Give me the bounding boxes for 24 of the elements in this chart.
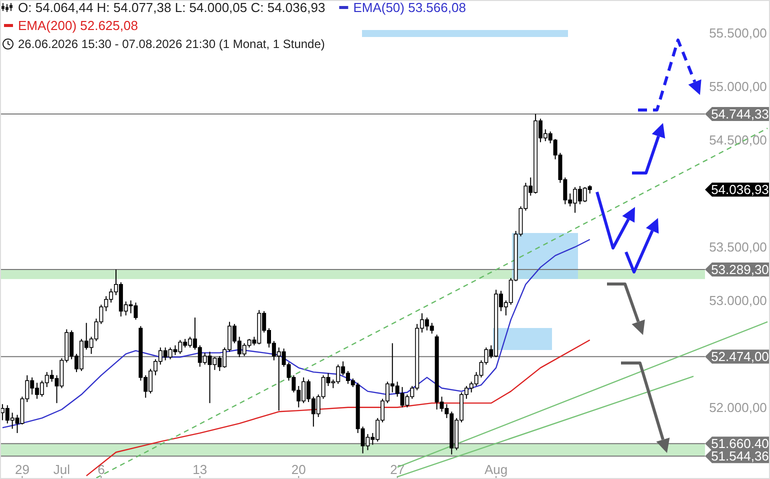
line-series [2,238,590,428]
y-tick-label: 53.500,00 [709,239,767,254]
y-tick-label: 53.000,00 [709,292,767,308]
text: 26.06.2026 15:30 - 07.08.2026 21:30 (1 Monat, 1 Stunde) [18,37,325,51]
ref-line-label: 53.289,30 [711,262,769,278]
ref-line-label: 52.474,00 [711,349,769,364]
ref-line-label: 54.744,33 [711,106,769,122]
y-tick-label: 55.500,00 [709,26,767,41]
annotation: 54.036,93 [711,182,769,198]
legend-label: EMA(50) 53.566,08 [353,0,466,15]
y-tick-label: 52.000,00 [709,400,767,415]
y-tick-label: 54.500,00 [709,132,767,148]
ref-line-label: 51.660.40 [711,436,769,452]
ref-line-label: 51.544,36 [711,448,769,464]
x-tick-label: Jul [53,462,70,477]
legend-label: EMA(200) 52.625,08 [18,18,138,33]
line-series [86,339,590,476]
x-tick-label: 29 [14,462,30,477]
x-tick-label: Aug [484,462,508,477]
y-tick-label: 55.000,00 [709,79,767,94]
x-tick-label: 6 [98,462,105,477]
x-tick-label: 13 [192,462,208,477]
x-tick-label: 20 [291,462,306,477]
chart-title: O: 54.064,44 H: 54.077,38 L: 54.000,05 C: 54.036,93 [18,0,326,15]
